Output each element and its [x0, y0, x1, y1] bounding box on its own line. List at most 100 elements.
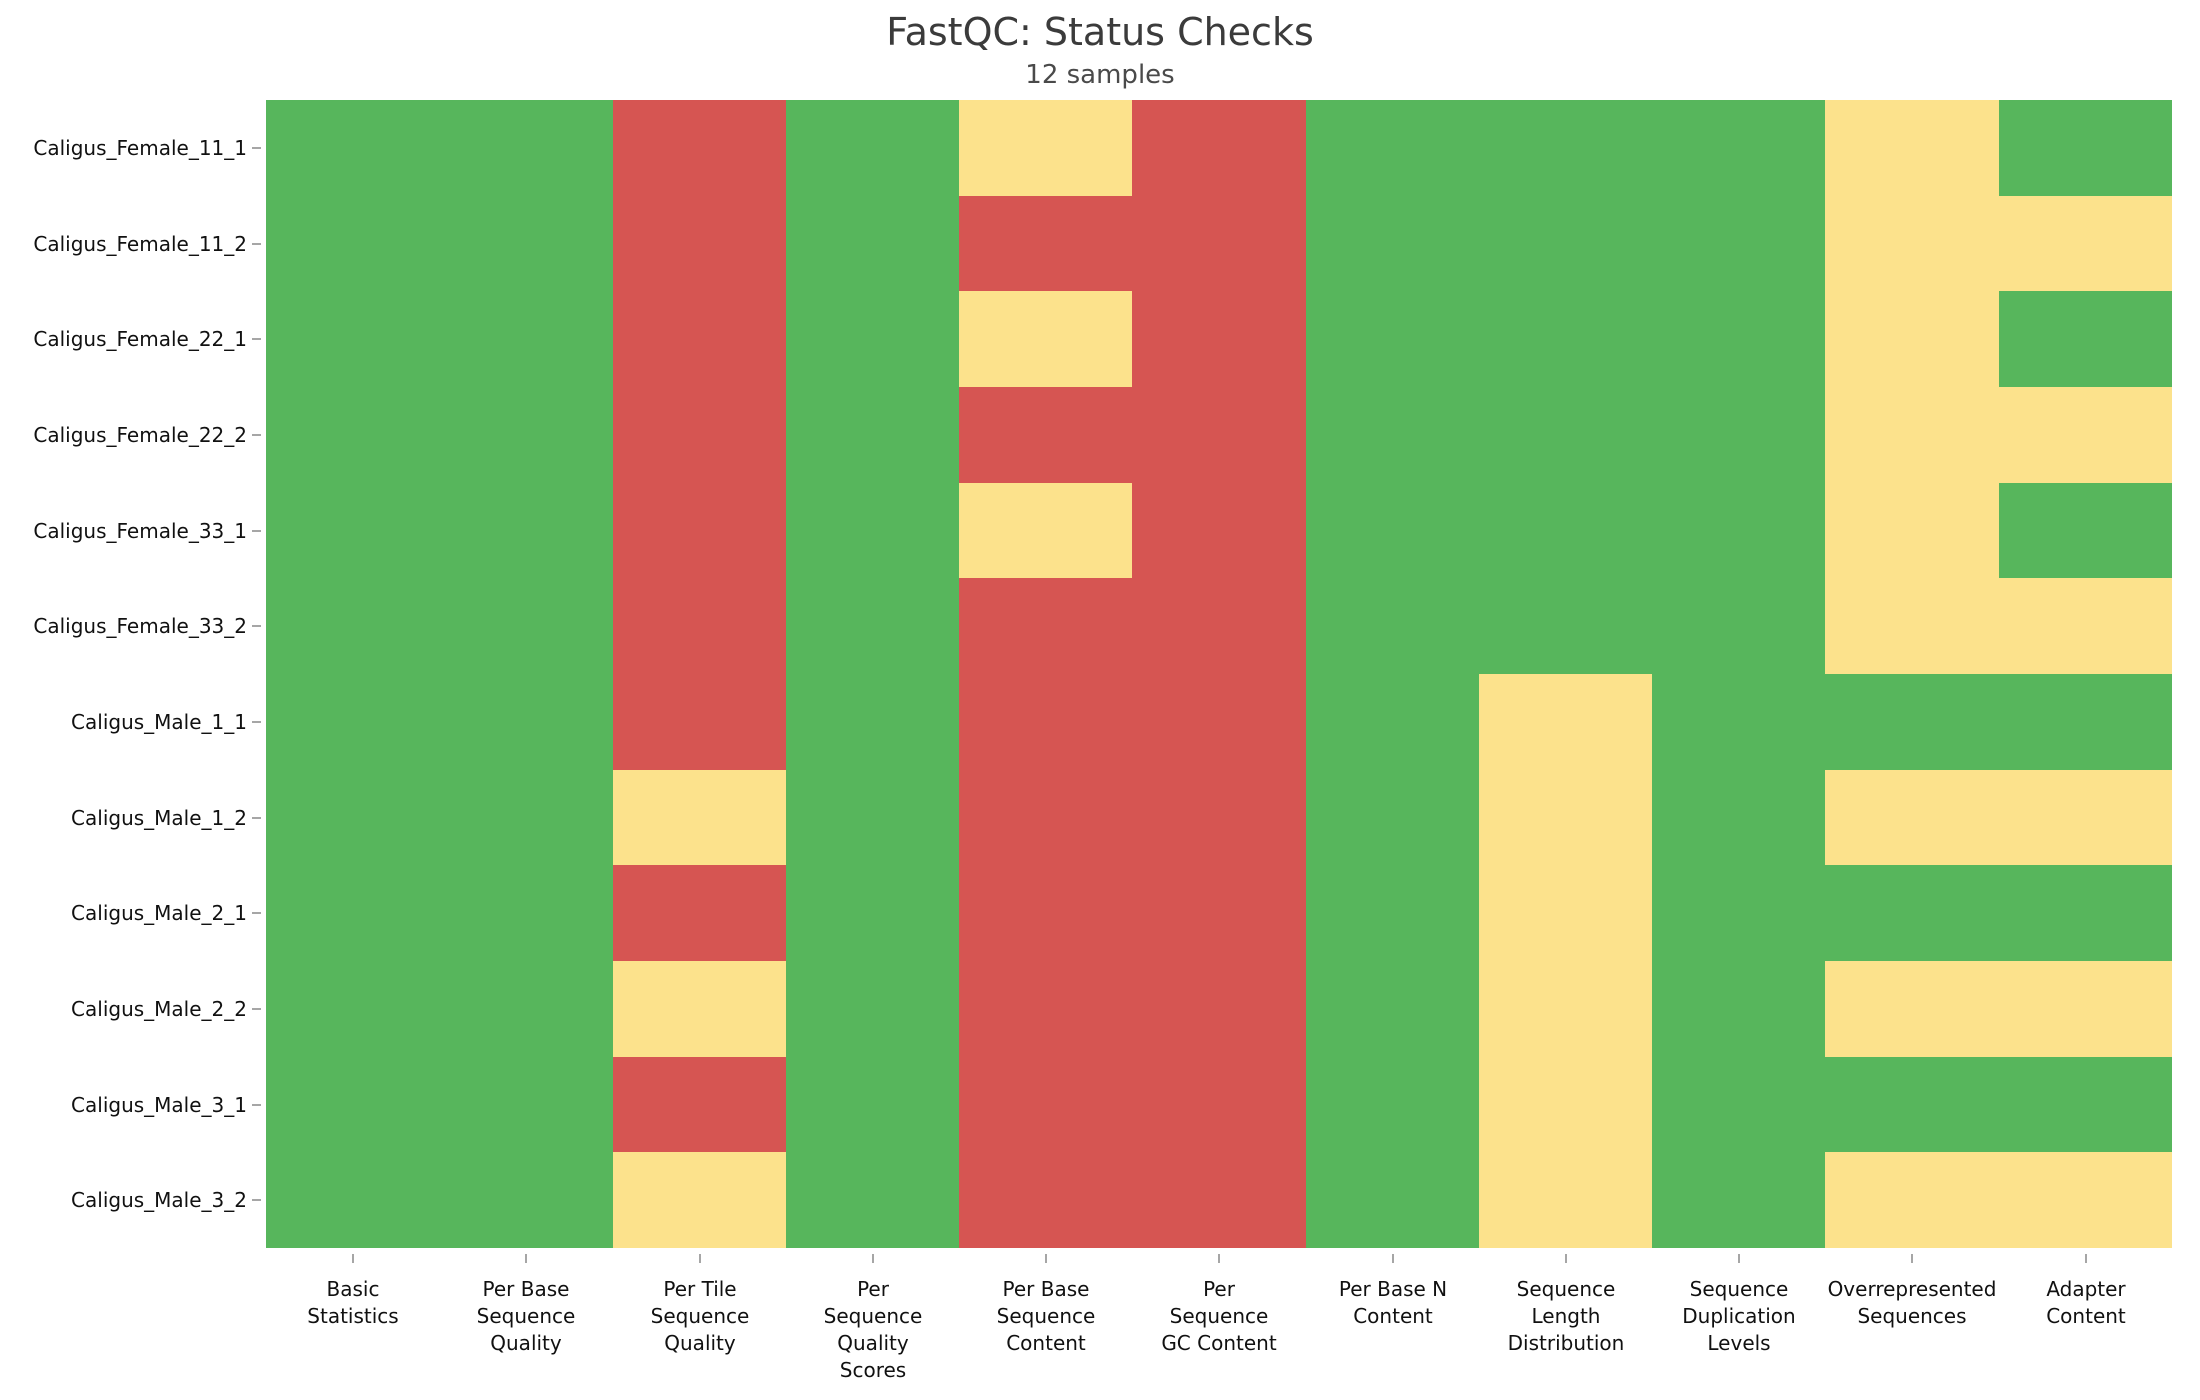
- heatmap-cell: [266, 770, 439, 865]
- heatmap-cell: [266, 674, 439, 770]
- heatmap-cell: [786, 674, 959, 770]
- heatmap-cell: [1479, 1057, 1652, 1152]
- y-tick-mark: [252, 1104, 261, 1106]
- heatmap-cell: [266, 196, 439, 291]
- heatmap-cell: [786, 1057, 959, 1152]
- heatmap-cell: [266, 483, 439, 578]
- heatmap-cell: [1132, 387, 1306, 483]
- x-tick-mark: [1911, 1254, 1913, 1263]
- heatmap-cell: [266, 100, 439, 196]
- heatmap-cell: [613, 961, 786, 1057]
- y-tick-mark: [252, 625, 261, 627]
- heatmap-cell: [266, 1057, 439, 1152]
- x-tick-mark: [872, 1254, 874, 1263]
- y-tick-label: Caligus_Female_22_2: [33, 423, 247, 447]
- heatmap-cell: [1479, 483, 1652, 578]
- heatmap-cell: [1479, 578, 1652, 674]
- heatmap-cell: [1132, 1057, 1306, 1152]
- heatmap-cell: [786, 865, 959, 961]
- heatmap-cell: [439, 1152, 613, 1248]
- heatmap-cell: [1479, 1152, 1652, 1248]
- heatmap-cell: [1652, 387, 1825, 483]
- heatmap-cell: [613, 291, 786, 387]
- heatmap-cell: [1479, 865, 1652, 961]
- heatmap-cell: [959, 1057, 1132, 1152]
- heatmap-cell: [1132, 196, 1306, 291]
- heatmap-cell: [1652, 196, 1825, 291]
- heatmap-cell: [613, 100, 786, 196]
- heatmap-cell: [1825, 196, 1999, 291]
- heatmap-cell: [786, 291, 959, 387]
- heatmap-cell: [1999, 291, 2172, 387]
- heatmap-cell: [1479, 291, 1652, 387]
- heatmap-cell: [1132, 865, 1306, 961]
- heatmap-cell: [1132, 100, 1306, 196]
- y-tick-mark: [252, 1199, 261, 1201]
- y-tick-mark: [252, 817, 261, 819]
- heatmap-cell: [959, 387, 1132, 483]
- heatmap-cell: [613, 865, 786, 961]
- heatmap-cell: [439, 865, 613, 961]
- heatmap-cell: [786, 1152, 959, 1248]
- heatmap-cell: [1652, 961, 1825, 1057]
- heatmap-cell: [1999, 770, 2172, 865]
- y-tick-label: Caligus_Male_1_1: [71, 710, 247, 734]
- heatmap-cell: [439, 291, 613, 387]
- heatmap-cell: [1825, 770, 1999, 865]
- heatmap-cell: [439, 100, 613, 196]
- heatmap-cell: [1132, 1152, 1306, 1248]
- heatmap-cell: [1306, 483, 1479, 578]
- heatmap-cell: [613, 196, 786, 291]
- heatmap-cell: [613, 483, 786, 578]
- heatmap-cell: [1999, 1152, 2172, 1248]
- heatmap-cell: [613, 387, 786, 483]
- x-tick-label: Basic Statistics: [307, 1277, 399, 1328]
- heatmap-cell: [1999, 1057, 2172, 1152]
- heatmap-cell: [1132, 291, 1306, 387]
- heatmap-cell: [1999, 387, 2172, 483]
- x-tick-mark: [352, 1254, 354, 1263]
- x-tick-label: Per Sequence GC Content: [1161, 1277, 1277, 1355]
- heatmap-cell: [959, 196, 1132, 291]
- heatmap-cell: [1652, 1057, 1825, 1152]
- heatmap-cell: [1999, 100, 2172, 196]
- heatmap-cell: [1652, 674, 1825, 770]
- heatmap-cell: [439, 674, 613, 770]
- x-tick-label: Overrepresented Sequences: [1827, 1277, 1997, 1328]
- heatmap-cell: [1999, 865, 2172, 961]
- heatmap-cell: [1306, 961, 1479, 1057]
- y-tick-mark: [252, 243, 261, 245]
- heatmap-cell: [786, 387, 959, 483]
- x-tick-mark: [525, 1254, 527, 1263]
- heatmap-cell: [439, 387, 613, 483]
- heatmap-cell: [786, 100, 959, 196]
- heatmap-cell: [613, 1152, 786, 1248]
- y-tick-label: Caligus_Female_33_1: [33, 519, 247, 543]
- heatmap-cell: [1479, 770, 1652, 865]
- x-tick-label: Per Base Sequence Quality: [476, 1277, 576, 1355]
- heatmap-cell: [959, 1152, 1132, 1248]
- heatmap-cell: [1825, 1057, 1999, 1152]
- heatmap-cell: [1825, 1152, 1999, 1248]
- x-tick-label: Adapter Content: [2046, 1277, 2126, 1328]
- heatmap-cell: [959, 961, 1132, 1057]
- heatmap-cell: [959, 674, 1132, 770]
- heatmap-cell: [1825, 291, 1999, 387]
- heatmap-cell: [1825, 100, 1999, 196]
- heatmap-cell: [1825, 961, 1999, 1057]
- heatmap-cell: [1132, 578, 1306, 674]
- x-tick-mark: [1045, 1254, 1047, 1263]
- heatmap-cell: [439, 770, 613, 865]
- heatmap-cell: [1479, 387, 1652, 483]
- heatmap-cell: [1306, 291, 1479, 387]
- heatmap-cell: [1825, 483, 1999, 578]
- heatmap-cell: [1306, 674, 1479, 770]
- heatmap-cell: [959, 100, 1132, 196]
- heatmap-cell: [1652, 483, 1825, 578]
- heatmap-cell: [1479, 674, 1652, 770]
- x-tick-label: Sequence Length Distribution: [1507, 1277, 1625, 1355]
- heatmap-cell: [1999, 578, 2172, 674]
- y-tick-label: Caligus_Male_2_2: [71, 997, 247, 1021]
- heatmap-cell: [1825, 865, 1999, 961]
- heatmap-cell: [266, 291, 439, 387]
